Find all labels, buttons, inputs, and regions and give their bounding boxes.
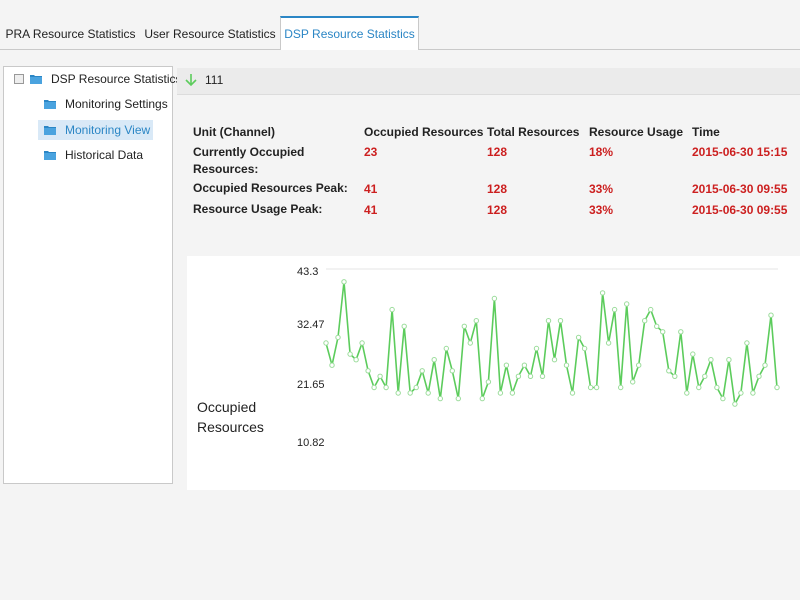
down-arrow-icon[interactable] <box>183 72 199 88</box>
folder-icon <box>30 74 42 84</box>
sidebar-item-label: Monitoring View <box>62 120 154 140</box>
sidebar-tree: DSP Resource Statistics Monitoring Setti… <box>3 66 182 484</box>
cell-occupied: 41 <box>364 203 378 217</box>
cell-total: 128 <box>487 145 508 159</box>
cell-occupied: 23 <box>364 145 378 159</box>
row-label-currently-occupied: Currently Occupied Resources: <box>193 145 305 176</box>
folder-icon <box>44 150 56 160</box>
sidebar-item-label: Monitoring Settings <box>65 97 168 111</box>
tree-root-dsp-resource-statistics[interactable]: DSP Resource Statistics <box>14 69 185 89</box>
tab-user-resource-statistics[interactable]: User Resource Statistics <box>144 27 276 41</box>
cell-total: 128 <box>487 203 508 217</box>
row-label-usage-peak: Resource Usage Peak: <box>193 202 323 216</box>
cell-usage: 18% <box>589 145 614 159</box>
cell-time: 2015-06-30 09:55 <box>692 203 788 217</box>
cell-usage: 33% <box>589 203 614 217</box>
collapse-icon[interactable] <box>14 73 24 84</box>
chart-panel <box>187 256 800 490</box>
sidebar-item-historical-data[interactable]: Historical Data <box>44 145 146 165</box>
folder-icon <box>44 99 56 109</box>
header-total-resources: Total Resources <box>487 125 580 139</box>
cell-time: 2015-06-30 15:15 <box>692 145 788 159</box>
toolbar: 111 <box>177 68 800 95</box>
sidebar-item-monitoring-settings[interactable]: Monitoring Settings <box>44 94 171 114</box>
header-resource-usage: Resource Usage <box>589 125 684 139</box>
folder-icon <box>44 125 56 135</box>
y-tick-label: 32.47 <box>297 319 325 331</box>
row-label-occupied-peak: Occupied Resources Peak: <box>193 181 348 195</box>
cell-time: 2015-06-30 09:55 <box>692 182 788 196</box>
cell-occupied: 41 <box>364 182 378 196</box>
y-tick-label: 43.3 <box>297 266 319 278</box>
y-tick-label: 10.82 <box>297 437 325 449</box>
y-tick-label: 21.65 <box>297 379 325 391</box>
cell-usage: 33% <box>589 182 614 196</box>
cell-total: 128 <box>487 182 508 196</box>
tree-root-label: DSP Resource Statistics <box>51 72 182 86</box>
toolbar-value: 111 <box>205 73 224 87</box>
sidebar-item-monitoring-view[interactable]: Monitoring View <box>38 120 154 140</box>
tab-bar: PRA Resource Statistics User Resource St… <box>0 0 800 50</box>
sidebar-item-label: Historical Data <box>65 148 144 162</box>
header-occupied-resources: Occupied Resources <box>364 125 484 139</box>
header-unit: Unit (Channel) <box>193 125 275 139</box>
tab-dsp-resource-statistics[interactable]: DSP Resource Statistics <box>280 16 419 50</box>
chart-y-axis-label: Occupied Resources <box>197 399 264 435</box>
header-time: Time <box>692 125 720 139</box>
tab-pra-resource-statistics[interactable]: PRA Resource Statistics <box>5 27 136 41</box>
